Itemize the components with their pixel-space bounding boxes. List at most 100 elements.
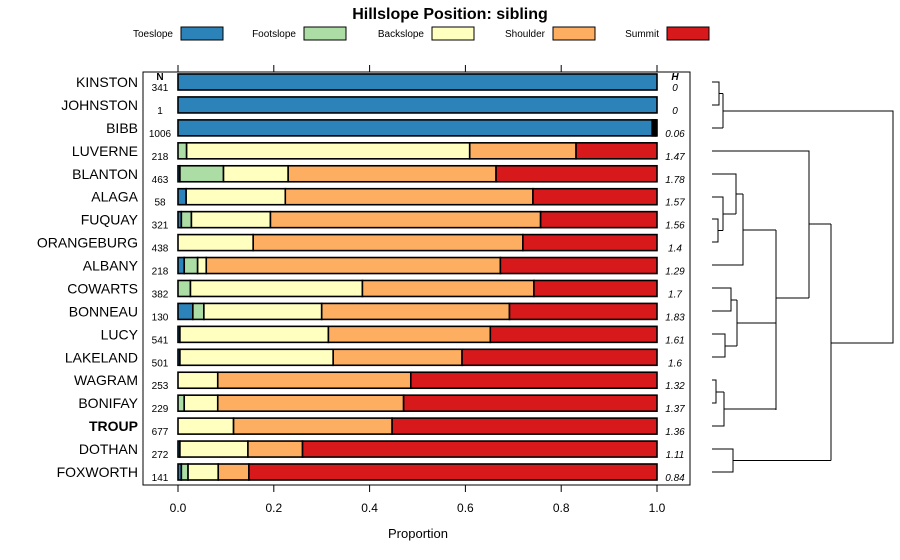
n-value: 130 <box>152 312 169 323</box>
h-value: 0.84 <box>665 473 685 484</box>
bar-segment-shoulder <box>205 256 502 275</box>
n-value: 58 <box>154 198 166 209</box>
legend-label: Footslope <box>252 29 296 40</box>
bar-row: BONNEAU 130 1.83 <box>69 302 685 323</box>
legend-swatch <box>552 26 596 41</box>
bar-segment-backslope <box>183 394 219 412</box>
bar-segment-summit <box>409 371 658 390</box>
bar-segment-footslope <box>177 394 186 412</box>
bar-row: BLANTON 463 1.78 <box>72 164 685 186</box>
dendrogram <box>712 81 894 473</box>
bar-segment-toeslope <box>177 73 658 91</box>
h-value: 1.6 <box>668 358 682 369</box>
bar-segment-shoulder <box>361 279 535 298</box>
bar-segment-toeslope <box>177 256 186 275</box>
bar-segment-summit <box>655 119 658 137</box>
n-value: 541 <box>152 335 169 346</box>
n-value: 218 <box>152 152 169 163</box>
h-value: 0.06 <box>665 129 685 140</box>
row-label: LAKELAND <box>65 349 138 365</box>
legend: Toeslope Footslope Backslope Shoulder Summit <box>133 26 710 41</box>
row-label: TROUP <box>89 418 138 434</box>
legend-label: Shoulder <box>505 29 546 40</box>
bar-segment-shoulder <box>327 325 492 344</box>
legend-label: Backslope <box>378 29 425 40</box>
h-value: 1.78 <box>665 175 685 186</box>
n-value: 463 <box>152 175 169 186</box>
h-value: 1.32 <box>665 381 685 392</box>
bar-row: WAGRAM 253 1.32 <box>74 371 685 392</box>
legend-label: Summit <box>625 29 659 40</box>
legend-label: Toeslope <box>133 29 173 40</box>
bar-segment-shoulder <box>232 417 393 435</box>
bar-rows: KINSTON 341 0 JOHNSTON 1 0 BIBB 1006 0.06 LUVERNE… <box>37 73 685 484</box>
row-label: KINSTON <box>76 74 138 90</box>
bar-segment-summit <box>402 394 658 412</box>
bar-segment-footslope <box>177 142 188 160</box>
bar-segment-backslope <box>177 371 219 390</box>
bar-row: FUQUAY 321 1.56 <box>81 210 685 232</box>
bar-segment-backslope <box>177 233 255 252</box>
n-value: 501 <box>152 358 169 369</box>
h-header: H <box>671 72 679 83</box>
bar-segment-summit <box>539 210 658 229</box>
x-axis-label: Proportion <box>388 526 448 541</box>
bar-segment-backslope <box>187 463 220 481</box>
bar-row: JOHNSTON 1 0 <box>61 96 678 117</box>
bar-segment-shoulder <box>216 371 412 390</box>
bar-segment-footslope <box>180 210 193 229</box>
n-value: 272 <box>152 450 169 461</box>
bar-segment-shoulder <box>247 440 304 458</box>
row-label: JOHNSTON <box>61 97 138 113</box>
x-tick-label: 0.0 <box>170 501 187 515</box>
h-value: 1.56 <box>665 221 685 232</box>
h-value: 1.11 <box>666 450 685 461</box>
bar-segment-summit <box>499 256 658 275</box>
bar-segment-summit <box>575 142 658 160</box>
bar-segment-summit <box>522 233 658 252</box>
n-value: 229 <box>152 404 169 415</box>
bar-segment-shoulder <box>252 233 524 252</box>
x-tick-label: 0.4 <box>361 501 378 515</box>
n-value: 141 <box>152 473 169 484</box>
bar-row: DOTHAN 272 1.11 <box>79 440 685 461</box>
h-value: 1.36 <box>665 427 685 438</box>
h-value: 0 <box>672 106 678 117</box>
h-value: 1.29 <box>665 267 685 278</box>
row-label: LUCY <box>101 326 139 342</box>
legend-swatch <box>431 26 475 41</box>
bar-segment-backslope <box>179 440 249 458</box>
bar-segment-toeslope <box>177 119 654 137</box>
row-label: BONIFAY <box>78 395 138 411</box>
bar-row: FOXWORTH 141 0.84 <box>57 463 685 484</box>
bar-row: LAKELAND 501 1.6 <box>65 348 682 369</box>
bar-segment-backslope <box>177 417 235 435</box>
h-value: 1.7 <box>668 289 682 300</box>
h-value: 0 <box>672 83 678 94</box>
bar-segment-shoulder <box>320 302 511 321</box>
chart-title: Hillslope Position: sibling <box>352 6 548 23</box>
bar-row: TROUP 677 1.36 <box>89 417 685 438</box>
n-value: 438 <box>152 244 169 255</box>
row-label: DOTHAN <box>79 441 138 457</box>
bar-segment-footslope <box>183 256 199 275</box>
n-value: 321 <box>152 221 169 232</box>
bar-segment-summit <box>508 302 658 321</box>
x-tick-label: 0.8 <box>553 501 570 515</box>
x-tick-label: 0.6 <box>457 501 474 515</box>
n-value: 1 <box>157 106 163 117</box>
row-label: ORANGEBURG <box>37 235 138 251</box>
bar-segment-summit <box>495 164 658 183</box>
bar-segment-toeslope <box>177 302 194 321</box>
x-axis: 0.0 0.2 0.4 0.6 0.8 1.0 <box>170 65 666 515</box>
bar-segment-backslope <box>222 164 289 183</box>
bar-segment-summit <box>533 279 658 298</box>
n-value: 253 <box>152 381 169 392</box>
bar-segment-backslope <box>179 348 334 367</box>
bar-segment-shoulder <box>332 348 463 367</box>
bar-segment-backslope <box>185 142 471 160</box>
bar-row: ALBANY 218 1.29 <box>83 256 685 278</box>
bar-segment-summit <box>391 417 658 435</box>
legend-swatch <box>180 26 224 41</box>
